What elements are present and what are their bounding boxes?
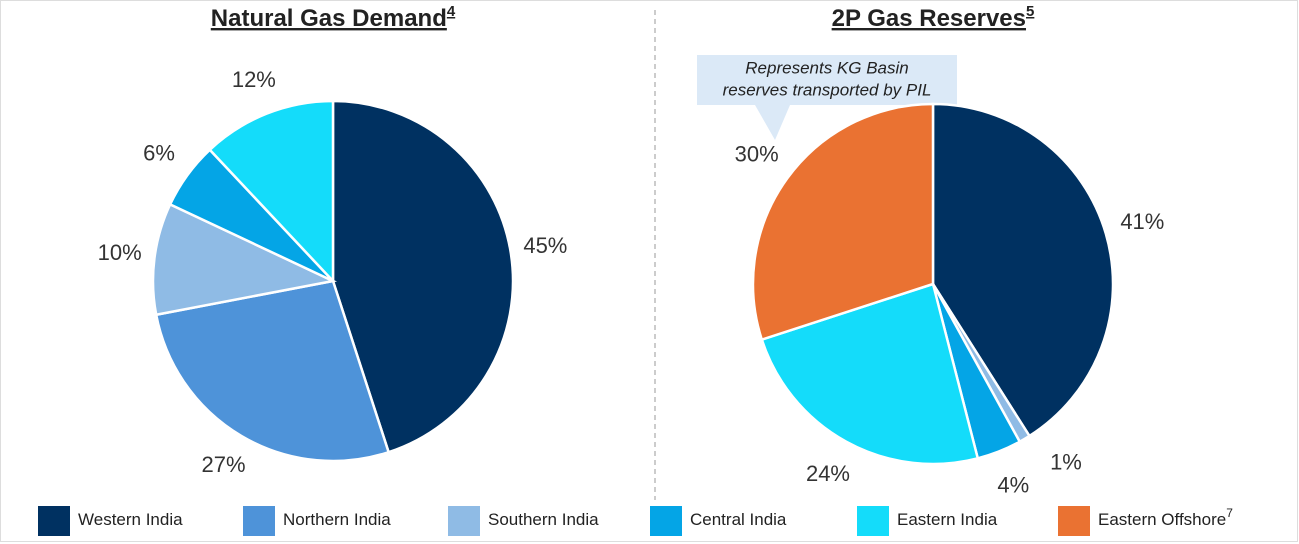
legend-swatch (1058, 506, 1090, 536)
title-note: 5 (1026, 3, 1034, 20)
pie-slice (760, 282, 980, 466)
annotation: Represents KG Basin (745, 58, 908, 77)
pie-slice (208, 99, 335, 285)
data-label: 4% (997, 473, 1029, 498)
data-label: 6% (143, 140, 175, 165)
legend-name: Western India (78, 510, 183, 529)
title-text: Natural Gas Demand (211, 5, 447, 32)
legend-swatch (650, 506, 682, 536)
legend-swatch (243, 506, 275, 536)
callout (697, 55, 957, 140)
legend-label: Central India (690, 510, 787, 529)
legend-name: Eastern India (897, 510, 998, 529)
legend-label: Western India (78, 510, 183, 529)
legend-name: Southern India (488, 510, 599, 529)
annotation: reserves transported by PIL (723, 80, 932, 99)
chart-title: 2P Gas Reserves5 (832, 3, 1035, 32)
data-label: 1% (1050, 449, 1082, 474)
data-label: 45% (523, 233, 567, 258)
data-label: 41% (1120, 209, 1164, 234)
pie-slice (154, 279, 391, 463)
legend-label: Northern India (283, 510, 391, 529)
legend-note: 7 (1226, 506, 1233, 520)
legend-swatch (448, 506, 480, 536)
pie-slice (331, 99, 515, 454)
legend-label: Eastern India (897, 510, 998, 529)
legend-name: Northern India (283, 510, 391, 529)
legend-name: Eastern Offshore (1098, 510, 1226, 529)
legend-label: Eastern Offshore7 (1098, 506, 1233, 529)
legend-swatch (857, 506, 889, 536)
data-label: 10% (98, 240, 142, 265)
data-label: 27% (202, 452, 246, 477)
data-label: 12% (232, 67, 276, 92)
chart-title: Natural Gas Demand4 (211, 3, 456, 32)
data-label: 30% (735, 142, 779, 167)
legend-name: Central India (690, 510, 787, 529)
legend-label: Southern India (488, 510, 599, 529)
title-note: 4 (447, 3, 456, 20)
legend-swatch (38, 506, 70, 536)
title-text: 2P Gas Reserves (832, 5, 1026, 32)
pie-slice (151, 202, 338, 317)
data-label: 24% (806, 461, 850, 486)
pie-slice (751, 102, 935, 342)
